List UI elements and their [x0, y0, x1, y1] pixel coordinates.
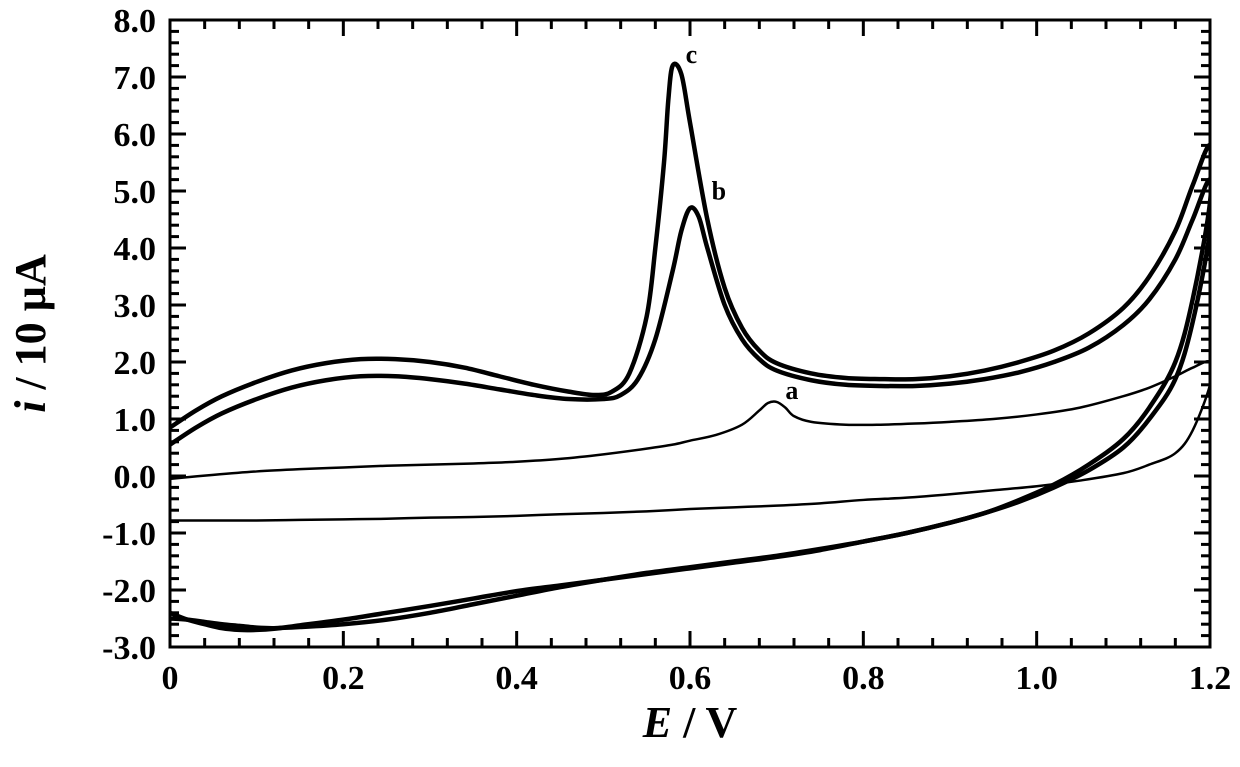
x-tick-label: 0.2 [322, 660, 365, 697]
cv-chart: 0 0.2 0.4 0.6 0.8 1.0 1.2 -3.0 -2.0 -1.0 0.0 1.0 2.0… [0, 0, 1240, 767]
y-tick-label: 5.0 [114, 174, 157, 211]
y-tick-label: 4.0 [114, 231, 157, 268]
y-tick-label: -2.0 [102, 573, 156, 610]
y-tick-label: 3.0 [114, 288, 157, 325]
y-axis-label: i / 10 µA [6, 254, 55, 413]
y-tick-label: 6.0 [114, 117, 157, 154]
y-tick-label: 7.0 [114, 60, 157, 97]
y-tick-label: 1.0 [114, 402, 157, 439]
y-tick-label: 8.0 [114, 3, 157, 40]
x-tick-label: 1.0 [1015, 660, 1058, 697]
x-axis-label: E / V [642, 698, 738, 747]
y-tick-label: 2.0 [114, 345, 157, 382]
chart-svg: 0 0.2 0.4 0.6 0.8 1.0 1.2 -3.0 -2.0 -1.0 0.0 1.0 2.0… [0, 0, 1240, 767]
y-tick-label: -1.0 [102, 516, 156, 553]
x-tick-label: 0.8 [842, 660, 885, 697]
y-tick-label: 0.0 [114, 459, 157, 496]
series-label-c: c [686, 40, 698, 69]
y-tick-label: -3.0 [102, 630, 156, 667]
x-tick-label: 0 [162, 660, 179, 697]
x-tick-label: 0.6 [669, 660, 712, 697]
x-tick-label: 1.2 [1189, 660, 1232, 697]
series-label-b: b [712, 177, 726, 206]
series-label-a: a [785, 376, 798, 405]
x-tick-label: 0.4 [495, 660, 538, 697]
